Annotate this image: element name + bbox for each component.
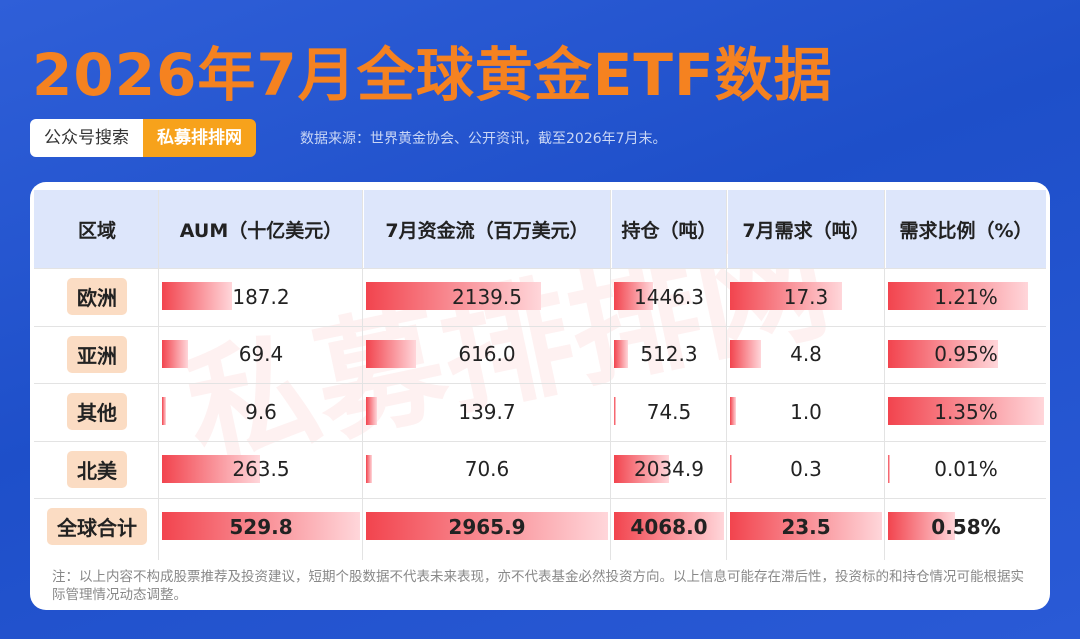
value-cell: 1446.3: [634, 284, 704, 309]
data-bar: [614, 282, 654, 310]
region-label: 全球合计: [47, 508, 147, 546]
region-cell: 欧洲: [34, 268, 160, 325]
data-bar: [162, 512, 360, 541]
column-divider: [726, 190, 727, 560]
data-bar: [888, 282, 1028, 310]
row-divider: [34, 383, 1046, 385]
region-label: 亚洲: [67, 335, 127, 373]
value-cell: 70.6: [464, 457, 510, 482]
value-cell: 9.6: [245, 399, 277, 424]
value-cell: 4068.0: [630, 514, 708, 539]
data-bar: [366, 282, 541, 310]
value-cell: 1.35%: [934, 399, 998, 424]
column-divider: [362, 190, 363, 560]
value-cell: 0.95%: [934, 342, 998, 367]
column-divider: [884, 190, 885, 560]
data-bar: [730, 454, 732, 483]
value-cell: 263.5: [232, 457, 290, 482]
data-bar: [730, 339, 762, 368]
data-bar: [888, 397, 1044, 426]
row-divider: [34, 268, 1046, 269]
data-bar: [162, 339, 188, 368]
title: 2026年7月全球黄金ETF数据: [32, 41, 833, 109]
region-cell: 其他: [34, 383, 160, 440]
data-bar: [730, 282, 842, 310]
value-cell: 512.3: [640, 342, 698, 367]
data-bar: [366, 339, 417, 368]
data-bar: [366, 397, 378, 426]
value-cell: 23.5: [781, 514, 831, 539]
value-cell: 0.3: [790, 457, 822, 482]
data-bar: [614, 454, 670, 483]
data-bar: [162, 454, 261, 483]
region-label: 其他: [67, 393, 127, 431]
data-bar: [730, 397, 737, 426]
data-bar: [888, 454, 890, 483]
value-cell: 187.2: [232, 284, 290, 309]
row-divider: [34, 440, 1046, 442]
search-brand: 私募排排网: [143, 119, 256, 157]
value-cell: 529.8: [229, 514, 293, 539]
data-bar: [614, 397, 616, 426]
column-header: 7月资金流（百万美元）: [364, 190, 610, 268]
column-header: AUM（十亿美元）: [160, 190, 362, 268]
row-divider: [34, 325, 1046, 327]
data-bar: [162, 282, 232, 310]
value-cell: 2139.5: [452, 284, 522, 309]
data-bar: [888, 339, 998, 368]
value-cell: 74.5: [646, 399, 692, 424]
column-divider: [158, 190, 159, 560]
column-divider: [610, 190, 611, 560]
search-label: 公众号搜索: [30, 119, 143, 157]
value-cell: 616.0: [458, 342, 516, 367]
data-bar: [366, 454, 372, 483]
region-cell: 亚洲: [34, 326, 160, 383]
value-cell: 1.0: [790, 399, 822, 424]
source: 数据来源：世界黄金协会、公开资讯，截至2026年7月末。: [300, 131, 667, 147]
region-label: 欧洲: [67, 278, 127, 315]
table-card: 私募排排网 注：以上内容不构成股票推荐及投资建议，短期个股数据不代表未来表现，亦…: [30, 182, 1050, 610]
value-cell: 139.7: [458, 399, 516, 424]
data-bar: [366, 512, 608, 541]
value-cell: 2034.9: [634, 457, 704, 482]
column-header: 区域: [34, 190, 160, 268]
column-header: 持仓（吨）: [612, 190, 726, 268]
column-header: 7月需求（吨）: [728, 190, 884, 268]
region-cell: 全球合计: [34, 498, 160, 555]
value-cell: 69.4: [238, 342, 284, 367]
value-cell: 17.3: [783, 284, 829, 309]
value-cell: 0.58%: [931, 514, 1001, 539]
region-cell: 北美: [34, 441, 160, 498]
region-label: 北美: [67, 450, 127, 488]
data-bar: [614, 339, 628, 368]
data-bar: [162, 397, 166, 426]
search-box[interactable]: 公众号搜索 私募排排网: [30, 119, 256, 157]
data-bar: [888, 512, 956, 541]
value-cell: 0.01%: [934, 457, 998, 482]
column-header: 需求比例（%）: [886, 190, 1046, 268]
data-bar: [730, 512, 882, 541]
value-cell: 1.21%: [934, 284, 998, 309]
data-bar: [614, 512, 724, 541]
value-cell: 4.8: [790, 342, 822, 367]
note: 注：以上内容不构成股票推荐及投资建议，短期个股数据不代表未来表现，亦不代表基金必…: [52, 569, 1024, 603]
row-divider: [34, 498, 1046, 500]
value-cell: 2965.9: [448, 514, 526, 539]
